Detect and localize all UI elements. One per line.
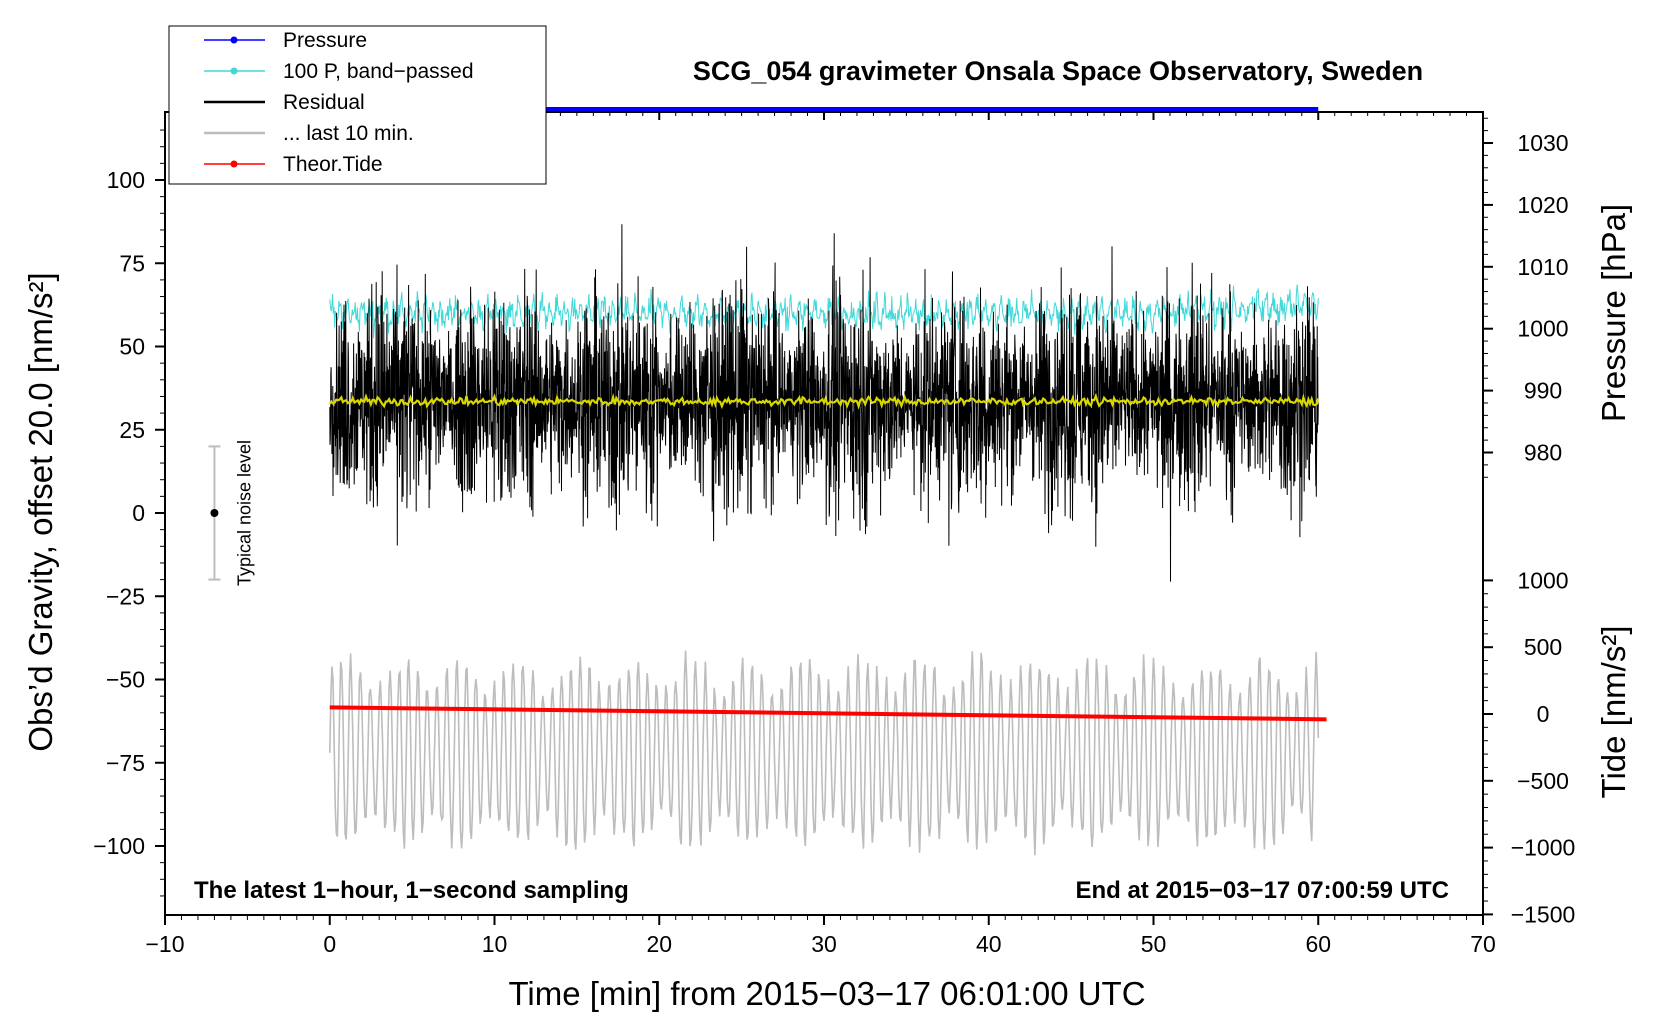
tide-tick-label: −1000 [1511,835,1576,861]
data-series [328,106,1327,856]
pressure-tick-label: 990 [1524,378,1562,404]
sampling-annotation: The latest 1−hour, 1−second sampling [194,877,629,904]
end-time-annotation: End at 2015−03−17 07:00:59 UTC [1075,877,1449,904]
x-tick-label: 0 [323,931,336,957]
legend: Pressure 100 P, band−passed Residual ... la… [168,25,547,185]
pressure-tick-label: 1010 [1517,254,1568,280]
legend-marker [230,36,238,44]
left-y-tick-label: 0 [132,500,145,526]
pressure-tick-label: 1000 [1517,316,1568,342]
left-y-tick-label: −25 [106,583,145,609]
noise-level-indicator: Typical noise level [208,440,254,586]
x-tick-label: 50 [1141,931,1167,957]
legend-label: 100 P, band−passed [283,60,474,83]
noise-bar-center [210,509,219,517]
pressure-tick-label: 980 [1524,440,1562,466]
tide-tick-label: 500 [1524,634,1562,660]
y-axis-label-tide: Tide [nm/s²] [1595,626,1632,799]
band-passed-series [329,284,1319,339]
y-axis-label-pressure: Pressure [hPa] [1595,204,1632,422]
left-y-tick-label: 75 [119,250,145,276]
legend-label: ... last 10 min. [283,122,414,145]
x-tick-label: 40 [976,931,1002,957]
x-tick-label: 60 [1305,931,1331,957]
legend-marker [230,160,238,168]
x-tick-label: 20 [646,931,672,957]
axes: −10 0 10 20 30 40 50 60 701007550250−25−50−75−10… [93,112,1575,957]
chart-title: SCG_054 gravimeter Onsala Space Observat… [693,56,1423,86]
pressure-tick-label: 1030 [1517,130,1568,156]
x-tick-label: −10 [145,931,184,957]
x-tick-label: 70 [1470,931,1496,957]
left-y-tick-label: −75 [106,750,145,776]
left-y-tick-label: 100 [107,167,145,193]
tide-tick-label: 1000 [1517,567,1568,593]
smoothed-residual-series [328,392,1320,410]
legend-label: Residual [283,91,365,114]
x-tick-label: 30 [811,931,837,957]
tide-tick-label: 0 [1537,701,1550,727]
legend-label: Pressure [283,29,367,52]
last-10-min-series [329,650,1320,856]
residual-series [329,224,1319,582]
left-y-tick-label: −50 [106,667,145,693]
tide-tick-label: −1500 [1511,901,1576,927]
left-y-tick-label: 50 [119,334,145,360]
legend-box [168,25,547,185]
noise-label: Typical noise level [234,440,254,586]
tide-tick-label: −500 [1517,768,1569,794]
pressure-tick-label: 1020 [1517,192,1568,218]
x-axis-label: Time [min] from 2015−03−17 06:01:00 UTC [508,975,1145,1012]
legend-label: Theor.Tide [283,153,383,176]
left-y-tick-label: −100 [93,833,145,859]
left-y-tick-label: 25 [119,417,145,443]
legend-marker [230,67,238,75]
x-tick-label: 10 [482,931,508,957]
y-axis-label-left: Obs’d Gravity, offset 20.0 [nm/s²] [22,272,59,751]
theor-tide-series [329,705,1327,722]
